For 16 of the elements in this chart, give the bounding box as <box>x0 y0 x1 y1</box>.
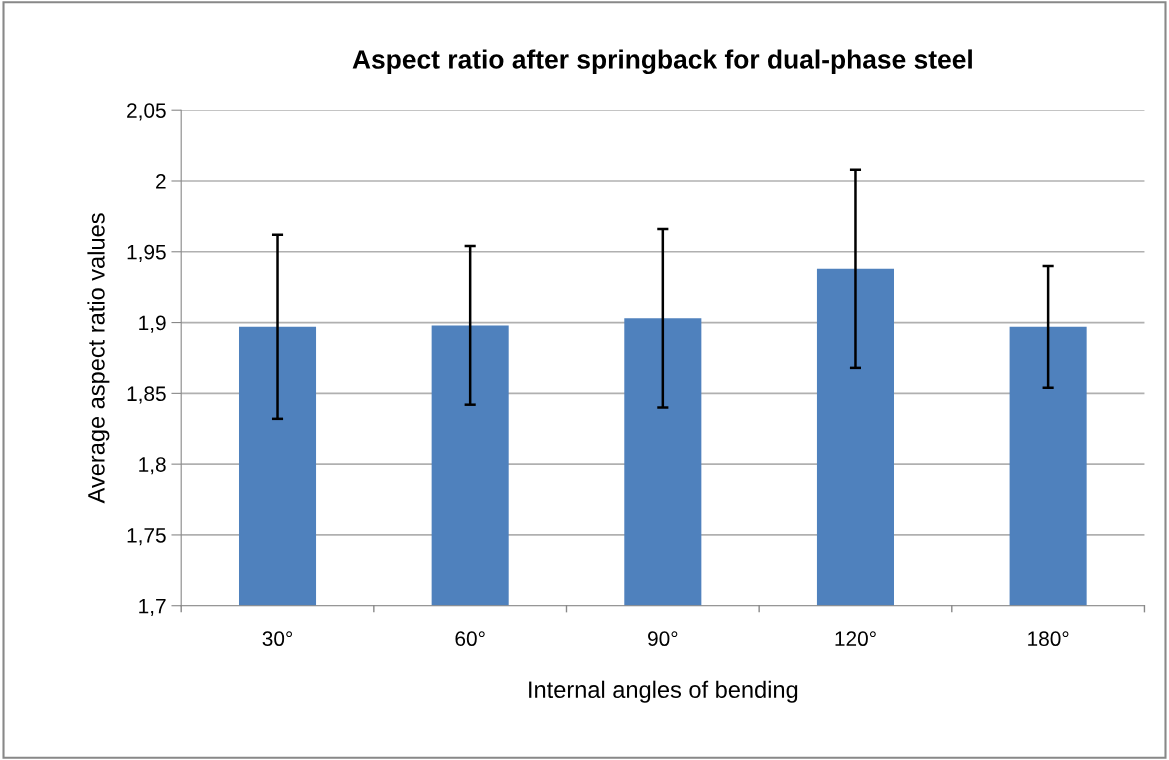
y-tick-label: 1,95 <box>127 244 166 262</box>
y-tick-label: 1,85 <box>127 386 166 404</box>
y-tick-label: 2 <box>156 173 166 189</box>
x-tick-label: 120° <box>835 631 876 647</box>
y-tick-label: 1,7 <box>139 598 166 616</box>
x-tick-label: 30° <box>262 631 293 647</box>
chart-title: Aspect ratio after springback for dual-phase steel <box>352 49 972 75</box>
y-tick-label: 1,75 <box>127 528 166 546</box>
x-axis-title: Internal angles of bending <box>529 680 798 703</box>
x-tick-label: 180° <box>1028 631 1069 647</box>
y-axis-title: Average aspect ratio values <box>87 213 110 504</box>
y-tick-label: 1,9 <box>139 315 166 333</box>
y-tick-label: 1,8 <box>139 457 166 475</box>
x-tick-label: 90° <box>648 631 678 647</box>
x-tick-label: 60° <box>455 631 485 647</box>
y-tick-label: 2,05 <box>127 103 166 121</box>
